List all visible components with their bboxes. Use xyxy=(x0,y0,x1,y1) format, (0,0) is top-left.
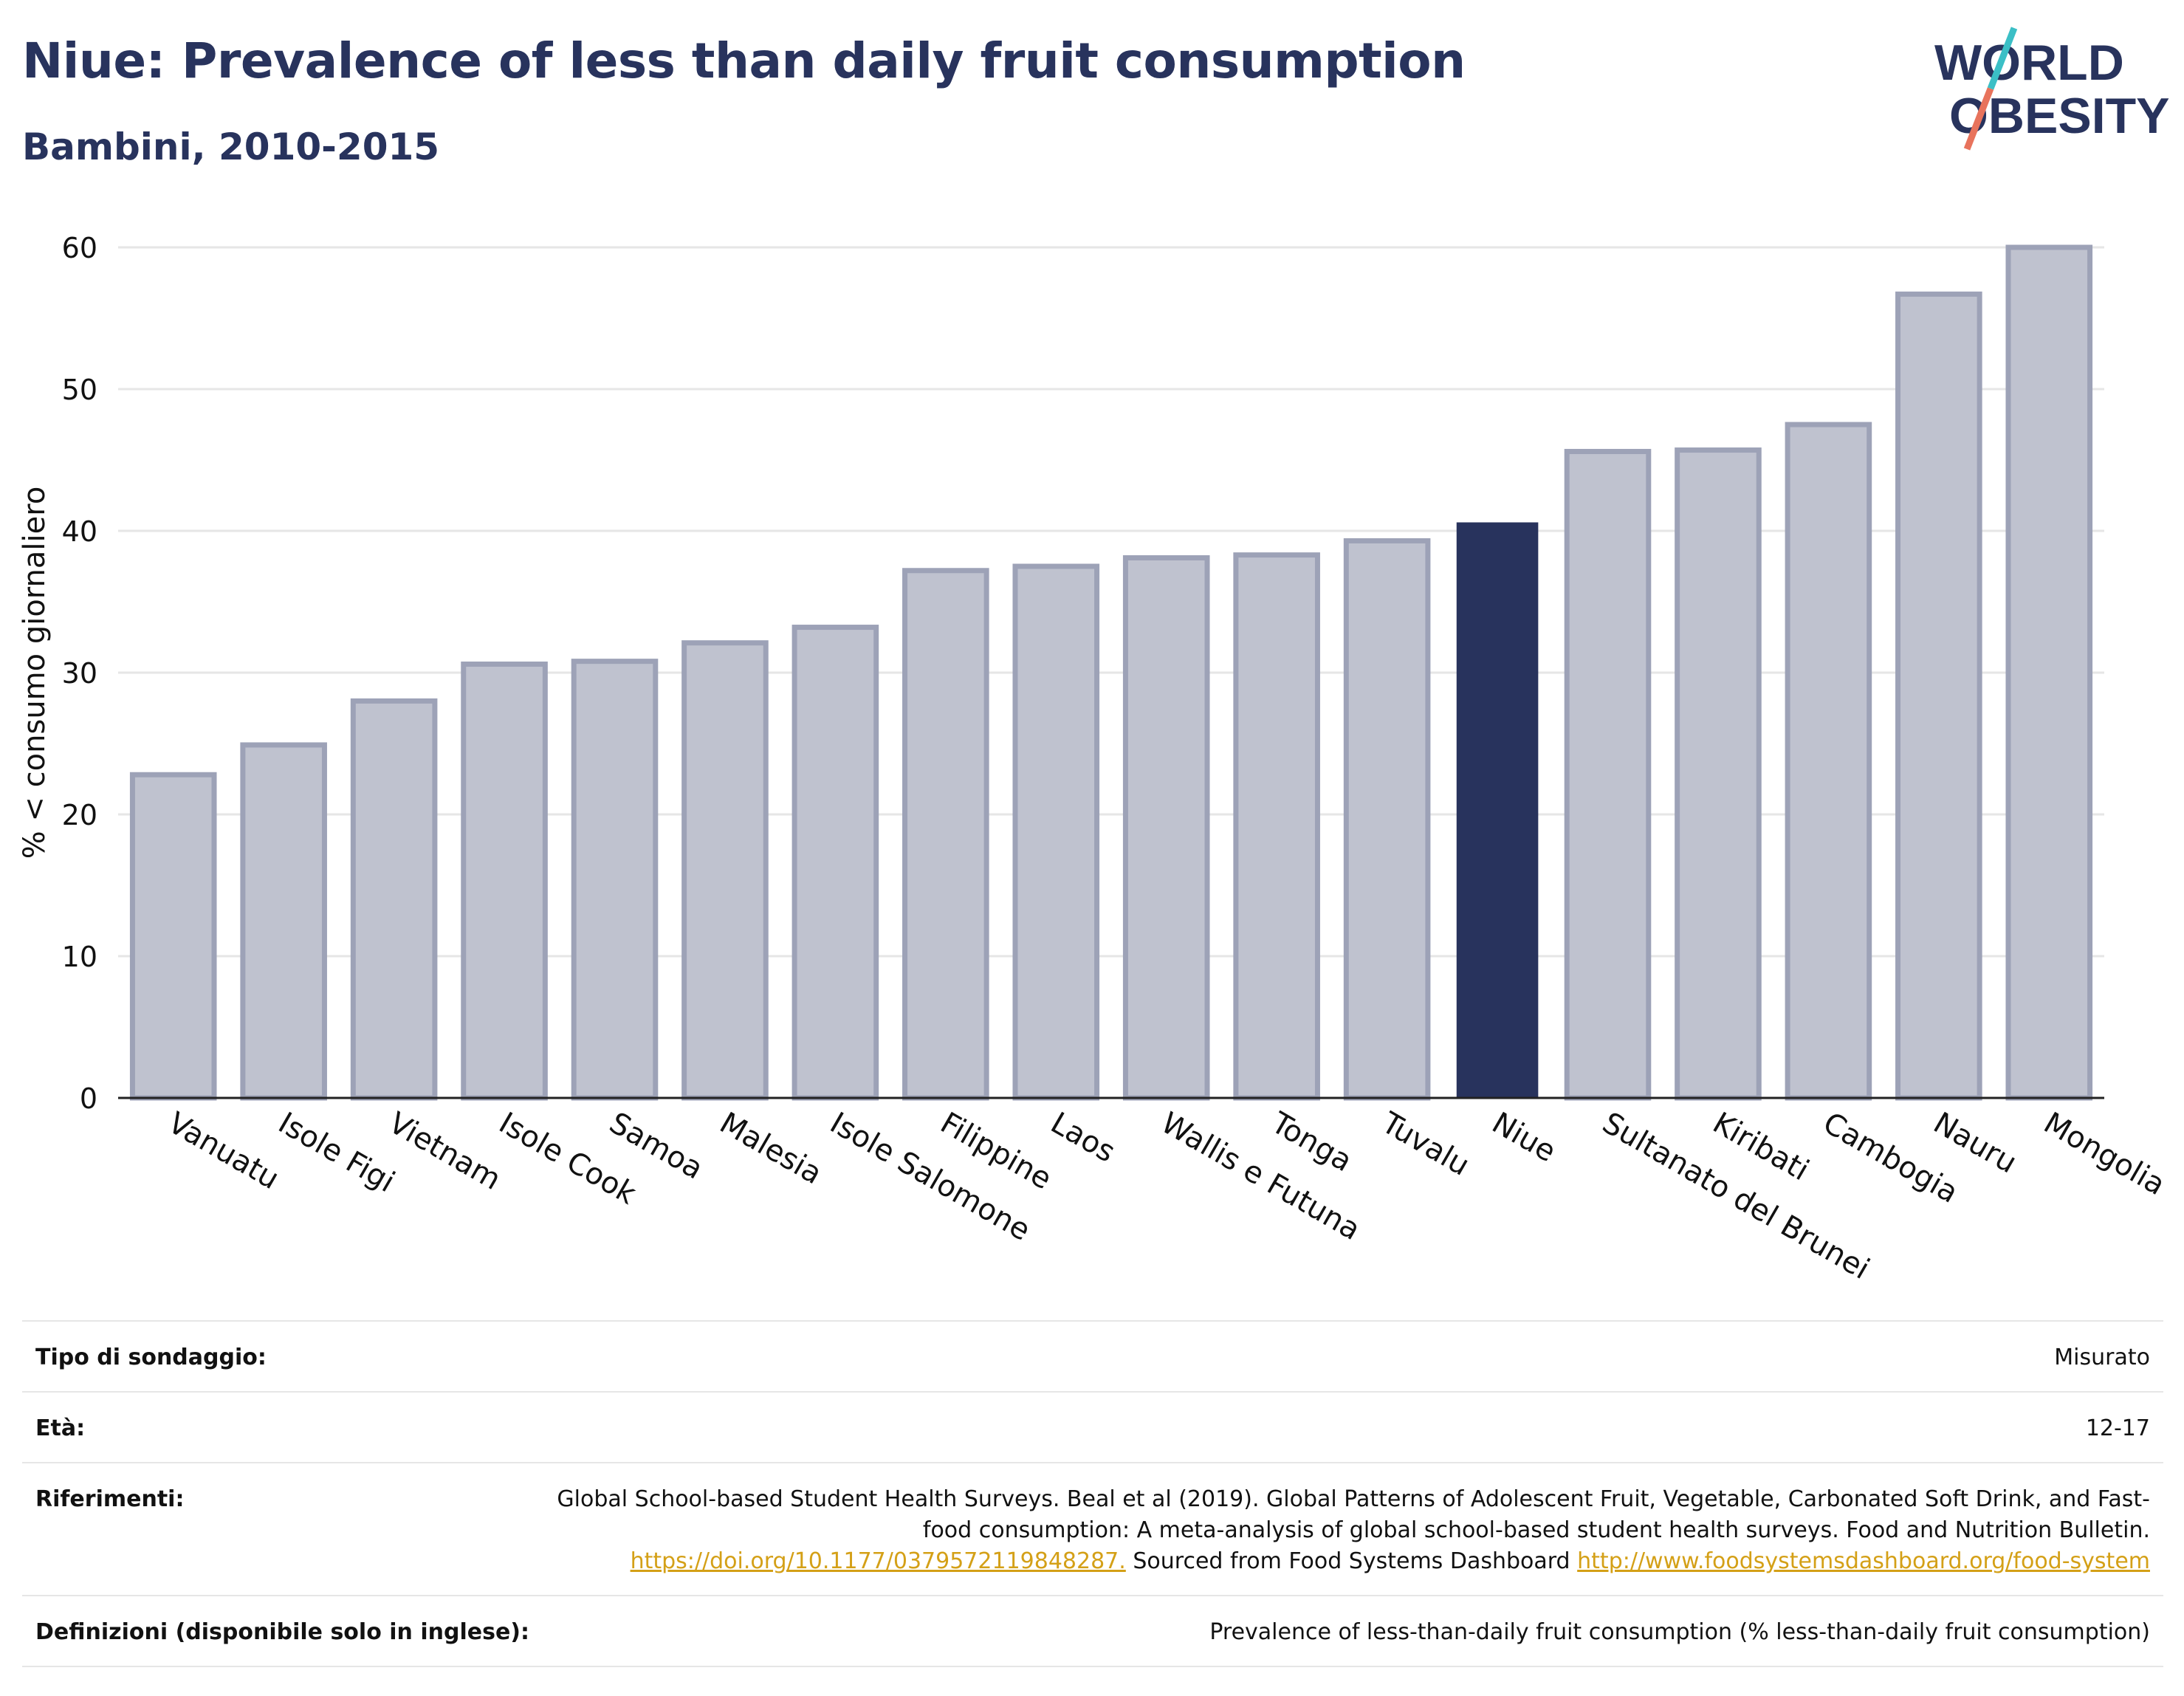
y-tick-label: 30 xyxy=(62,657,97,690)
references-text-2: Sourced from Food Systems Dashboard xyxy=(1133,1548,1570,1574)
x-tick-label: Malesia xyxy=(714,1106,828,1191)
x-tick-label: Laos xyxy=(1045,1106,1121,1170)
x-tick-label: Vanuatu xyxy=(162,1106,285,1196)
survey-label: Tipo di sondaggio: xyxy=(35,1345,267,1370)
x-tick-label: Isole Salomone xyxy=(824,1106,1036,1248)
survey-value: Misurato xyxy=(2054,1345,2150,1370)
world-obesity-logo: WORLD OBESITY xyxy=(1934,27,2170,151)
y-tick-label: 60 xyxy=(62,232,97,264)
logo-slash-bottom xyxy=(1963,87,1994,151)
y-tick-label: 40 xyxy=(62,515,97,548)
info-row-survey: Tipo di sondaggio: Misurato xyxy=(22,1322,2163,1393)
info-row-definitions: Definizioni (disponibile solo in inglese… xyxy=(22,1596,2163,1667)
bar[interactable] xyxy=(571,659,659,1101)
y-tick-label: 0 xyxy=(80,1082,97,1115)
x-tick-label: Wallis e Futuna xyxy=(1155,1106,1366,1247)
x-tick-label: Mongolia xyxy=(2038,1106,2171,1202)
bar[interactable] xyxy=(1012,563,1100,1101)
bar[interactable] xyxy=(791,625,879,1101)
info-row-age: Età: 12-17 xyxy=(22,1393,2163,1463)
references-label: Riferimenti: xyxy=(35,1486,185,1512)
y-tick-label: 20 xyxy=(62,799,97,831)
food-systems-link[interactable]: http://www.foodsystemsdashboard.org/food… xyxy=(1577,1548,2150,1574)
bar[interactable] xyxy=(129,772,217,1101)
info-table: Tipo di sondaggio: Misurato Età: 12-17 R… xyxy=(22,1320,2163,1667)
info-row-references: Riferimenti: Global School-based Student… xyxy=(22,1463,2163,1596)
bar[interactable] xyxy=(1785,422,1872,1101)
doi-link[interactable]: https://doi.org/10.1177/0379572119848287… xyxy=(630,1548,1126,1574)
bars xyxy=(129,244,2093,1101)
y-tick-label: 10 xyxy=(62,941,97,973)
age-label: Età: xyxy=(35,1415,86,1441)
x-tick-label: Tuvalu xyxy=(1376,1105,1475,1183)
x-tick-label: Isole Figi xyxy=(272,1106,400,1199)
bar-highlight[interactable] xyxy=(1456,522,1539,1098)
bar[interactable] xyxy=(1343,538,1431,1101)
bar[interactable] xyxy=(240,742,327,1101)
chart-title: Niue: Prevalence of less than daily frui… xyxy=(22,32,1466,89)
bar[interactable] xyxy=(461,661,548,1101)
age-value: 12-17 xyxy=(2085,1415,2150,1441)
y-axis-label: % < consumo giornaliero xyxy=(18,487,52,859)
references-text-1: Global School-based Student Health Surve… xyxy=(557,1486,2150,1543)
bar[interactable] xyxy=(1122,555,1210,1101)
bar[interactable] xyxy=(1675,447,1762,1101)
x-tick-label: Niue xyxy=(1486,1106,1562,1169)
references-value: Global School-based Student Health Surve… xyxy=(526,1484,2150,1577)
bar[interactable] xyxy=(902,568,989,1101)
bar[interactable] xyxy=(1564,448,1652,1101)
grid-lines xyxy=(118,246,2104,958)
y-tick-label: 50 xyxy=(62,374,97,406)
chart-subtitle: Bambini, 2010-2015 xyxy=(22,126,440,168)
bar[interactable] xyxy=(1895,291,1982,1101)
logo-line1: WORLD xyxy=(1934,35,2124,91)
bar[interactable] xyxy=(350,698,438,1101)
x-tick-label: Vietnam xyxy=(383,1106,506,1197)
definitions-value: Prevalence of less-than-daily fruit cons… xyxy=(1209,1619,2150,1645)
bar[interactable] xyxy=(1233,552,1320,1101)
logo-slash-top xyxy=(1987,27,2018,90)
bar[interactable] xyxy=(2005,244,2093,1101)
bar[interactable] xyxy=(681,640,769,1101)
definitions-label: Definizioni (disponibile solo in inglese… xyxy=(35,1619,529,1645)
